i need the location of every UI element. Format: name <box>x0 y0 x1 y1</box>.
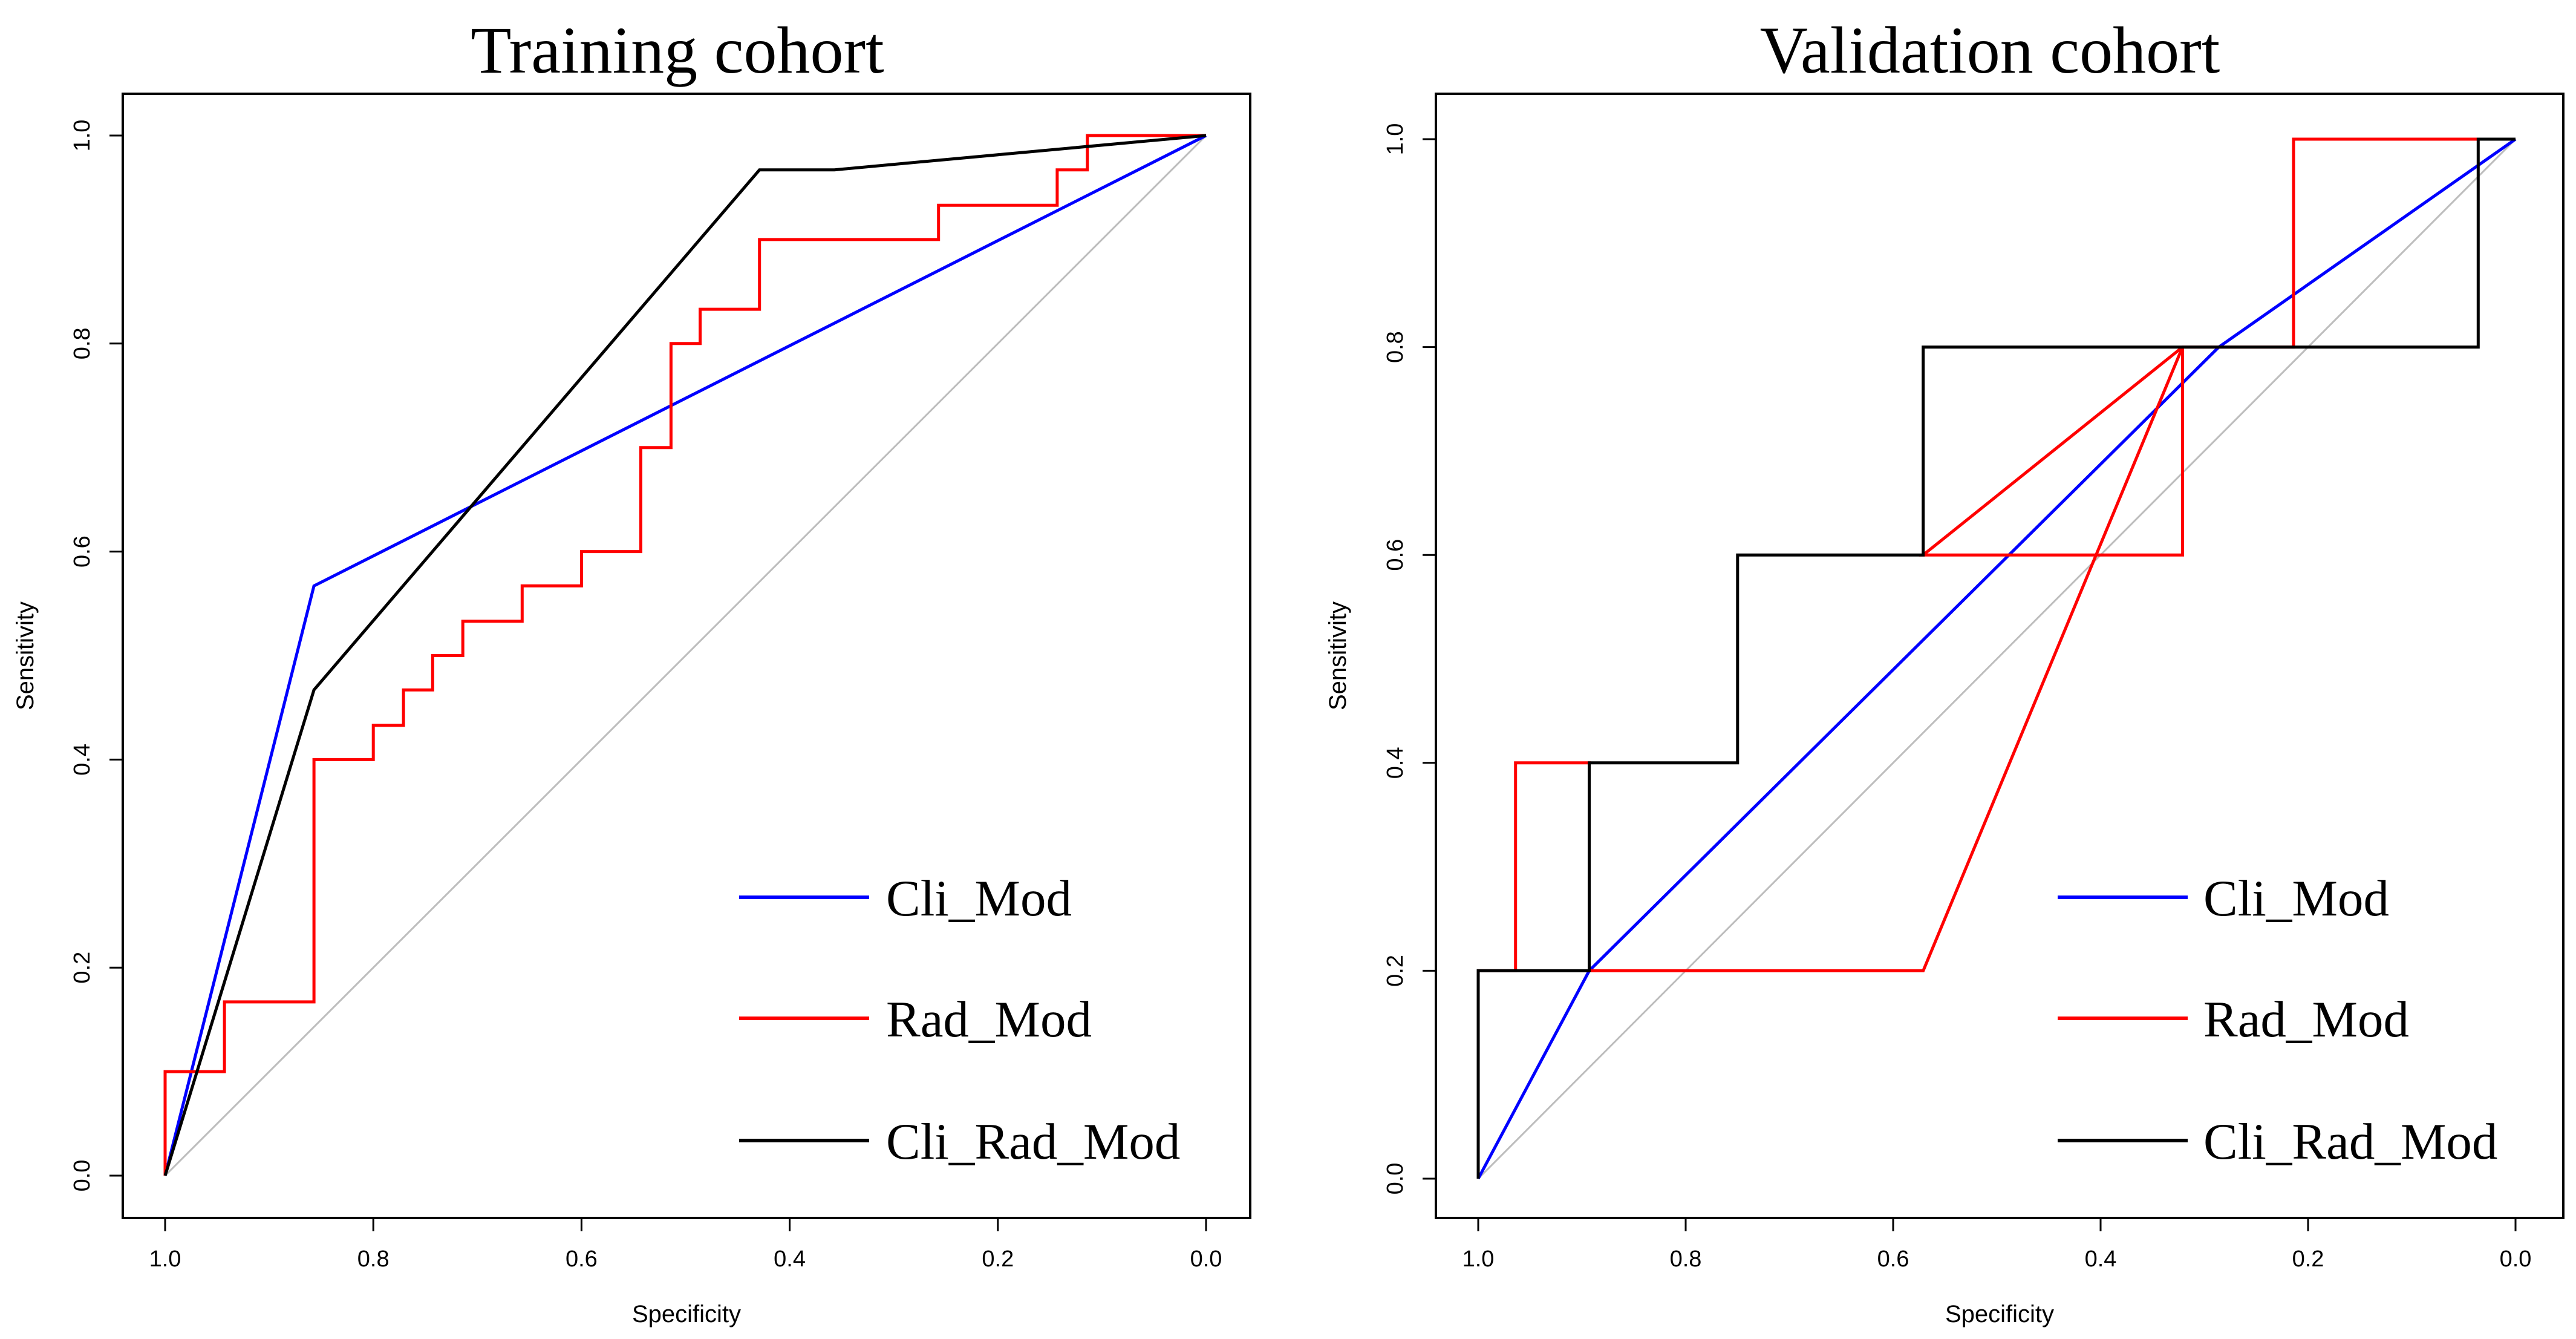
x-tick-label: 0.2 <box>2292 1246 2324 1272</box>
x-tick-label: 1.0 <box>1462 1246 1495 1272</box>
legend-label-rad-mod: Rad_Mod <box>886 991 1092 1048</box>
series-line-cli-mod <box>163 134 1207 1176</box>
chart-title: Training cohort <box>471 13 884 87</box>
chart-panel-2: Validation cohort 1.0 0.8 0.6 0.4 0.2 0.0 0.0 0.… <box>1325 13 2565 1328</box>
x-tick-label: 0.6 <box>1877 1246 1909 1272</box>
y-tick-label: 0.8 <box>1383 331 1408 363</box>
x-axis-label: Specificity <box>632 1301 741 1328</box>
chart-title: Validation cohort <box>1760 13 2220 87</box>
legend-label-cli-rad-mod: Cli_Rad_Mod <box>2203 1113 2497 1170</box>
legend-label-cli-rad-mod: Cli_Rad_Mod <box>886 1113 1180 1170</box>
y-tick-label: 1.0 <box>1383 123 1408 156</box>
x-tick-label: 0.8 <box>1670 1246 1702 1272</box>
x-tick-label: 0.8 <box>357 1246 390 1272</box>
y-axis-label: Sensitivity <box>1325 601 1351 710</box>
series-line-cli-mod <box>1476 137 2517 1180</box>
y-tick-label: 0.6 <box>70 535 95 568</box>
y-tick-label: 0.0 <box>1383 1163 1408 1195</box>
x-tick-label: 0.0 <box>2500 1246 2532 1272</box>
y-tick-label: 0.4 <box>70 744 95 776</box>
y-tick-label: 0.2 <box>70 952 95 984</box>
y-tick-label: 0.8 <box>70 327 95 359</box>
y-axis-label: Sensitivity <box>12 601 39 710</box>
legend-label-cli-mod: Cli_Mod <box>2203 870 2389 927</box>
x-tick-label: 0.0 <box>1190 1246 1222 1272</box>
y-tick-label: 0.2 <box>1383 955 1408 987</box>
x-tick-label: 0.4 <box>774 1246 806 1272</box>
legend-label-cli-mod: Cli_Mod <box>886 870 1072 927</box>
diagonal-reference-line <box>164 134 1207 1177</box>
chart-panel-1: Training cohort 1.0 0.8 0.6 0.4 0.2 0.0 0.0 0.2 0… <box>12 13 1251 1328</box>
series-line-rad-mod <box>163 134 1206 1176</box>
y-tick-label: 1.0 <box>70 120 95 152</box>
y-tick-label: 0.6 <box>1383 539 1408 571</box>
diagonal-reference-line <box>1477 138 2517 1180</box>
series-line-cli-rad-mod <box>1476 137 2516 1179</box>
legend-label-rad-mod: Rad_Mod <box>2203 991 2409 1048</box>
x-axis-label: Specificity <box>1945 1301 2054 1328</box>
x-tick-label: 0.4 <box>2085 1246 2117 1272</box>
x-tick-label: 1.0 <box>149 1246 181 1272</box>
y-tick-label: 0.4 <box>1383 747 1408 779</box>
x-tick-label: 0.6 <box>566 1246 598 1272</box>
x-tick-label: 0.2 <box>982 1246 1014 1272</box>
y-tick-label: 0.0 <box>70 1160 95 1192</box>
series-line-cli-rad-mod <box>163 134 1207 1176</box>
